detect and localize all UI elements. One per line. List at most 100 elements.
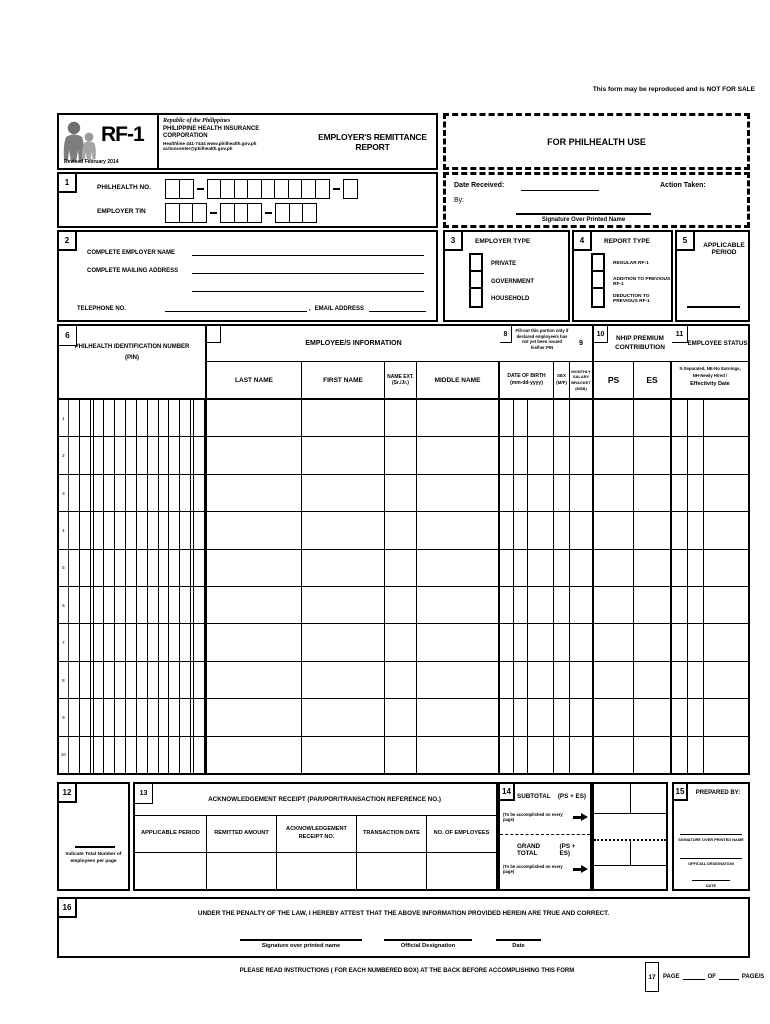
es-cell[interactable] [634, 624, 672, 661]
pin-digit-cell[interactable] [137, 736, 148, 774]
digit-cell[interactable] [178, 179, 194, 199]
dob-part-cell[interactable] [528, 587, 554, 624]
name-ext-cell[interactable] [385, 624, 417, 661]
pin-digit-cell[interactable] [104, 437, 116, 474]
pin-digit-cell[interactable] [115, 624, 127, 661]
page-number-blank[interactable] [682, 973, 705, 980]
pin-digit-cell[interactable] [180, 437, 192, 474]
pin-digit-cell[interactable] [159, 400, 170, 437]
pin-digit-cell[interactable] [169, 736, 181, 774]
prepared-date-line[interactable] [692, 880, 730, 881]
dob-part-cell[interactable] [514, 587, 528, 624]
digit-cell[interactable] [302, 203, 317, 223]
middle-name-cell[interactable] [417, 437, 500, 474]
pin-digit-cell[interactable] [80, 549, 91, 587]
pin-digit-cell[interactable] [80, 736, 91, 774]
receipt-cell[interactable] [277, 853, 357, 889]
pin-digit-cell[interactable] [126, 400, 137, 437]
middle-name-cell[interactable] [417, 512, 500, 549]
digit-cell[interactable] [247, 203, 262, 223]
name-ext-cell[interactable] [385, 437, 417, 474]
middle-name-cell[interactable] [417, 474, 500, 512]
pin-digit-cell[interactable] [159, 587, 170, 624]
dob-part-cell[interactable] [514, 437, 528, 474]
date-received-line[interactable] [521, 183, 599, 191]
dob-part-cell[interactable] [514, 736, 528, 774]
pin-digit-cell[interactable] [115, 661, 127, 699]
first-name-cell[interactable] [302, 400, 385, 437]
pin-digit-cell[interactable] [137, 549, 148, 587]
last-name-cell[interactable] [207, 587, 302, 624]
status-part-cell[interactable] [704, 400, 748, 436]
receipt-cell[interactable] [357, 853, 427, 889]
pin-digit-cell[interactable] [169, 699, 181, 736]
pin-digit-cell[interactable] [115, 587, 127, 624]
msb-cell[interactable] [570, 699, 594, 736]
ps-cell[interactable] [594, 661, 634, 699]
last-name-cell[interactable] [207, 624, 302, 661]
status-part-cell[interactable] [688, 512, 704, 549]
pin-digit-cell[interactable] [169, 474, 181, 512]
status-part-cell[interactable] [688, 549, 704, 587]
pin-digit-cell[interactable] [80, 624, 91, 661]
status-part-cell[interactable] [688, 400, 704, 437]
pin-digit-cell[interactable] [180, 512, 192, 549]
mailing-address-line[interactable] [192, 266, 424, 274]
pin-digit-cell[interactable] [115, 400, 127, 437]
pin-digit-cell[interactable] [126, 699, 137, 736]
dob-part-cell[interactable] [514, 661, 528, 699]
last-name-cell[interactable] [207, 736, 302, 774]
pin-digit-cell[interactable] [104, 400, 116, 437]
status-part-cell[interactable] [672, 512, 688, 549]
pin-digit-cell[interactable] [180, 736, 192, 774]
dob-part-cell[interactable] [528, 736, 554, 774]
dob-part-cell[interactable] [500, 474, 514, 512]
status-part-cell[interactable] [688, 699, 704, 736]
pin-digit-cell[interactable] [159, 512, 170, 549]
last-name-cell[interactable] [207, 512, 302, 549]
name-ext-cell[interactable] [385, 512, 417, 549]
pin-digit-cell[interactable] [148, 624, 159, 661]
name-ext-cell[interactable] [385, 474, 417, 512]
pin-digit-cell[interactable] [159, 549, 170, 587]
status-part-cell[interactable] [672, 587, 688, 624]
sex-cell[interactable] [554, 474, 570, 512]
dob-part-cell[interactable] [500, 699, 514, 736]
name-ext-cell[interactable] [385, 587, 417, 624]
pin-digit-cell[interactable] [80, 437, 91, 474]
status-part-cell[interactable] [672, 549, 688, 587]
status-part-cell[interactable] [688, 624, 704, 661]
dob-part-cell[interactable] [528, 699, 554, 736]
pin-digit-cell[interactable] [148, 549, 159, 587]
pin-digit-cell[interactable] [180, 699, 192, 736]
dob-part-cell[interactable] [528, 624, 554, 661]
first-name-cell[interactable] [302, 474, 385, 512]
name-ext-cell[interactable] [385, 400, 417, 437]
pin-digit-cell[interactable] [126, 624, 137, 661]
dob-part-cell[interactable] [514, 474, 528, 512]
es-cell[interactable] [634, 587, 672, 624]
by-signature-line[interactable] [516, 207, 651, 215]
pin-digit-cell[interactable] [137, 474, 148, 512]
pin-digit-cell[interactable] [104, 587, 116, 624]
pin-digit-cell[interactable] [159, 736, 170, 774]
digit-cell[interactable] [342, 179, 358, 199]
pin-digit-cell[interactable] [80, 474, 91, 512]
receipt-cell[interactable] [135, 853, 207, 889]
ps-cell[interactable] [594, 474, 634, 512]
status-part-cell[interactable] [688, 587, 704, 624]
first-name-cell[interactable] [302, 624, 385, 661]
first-name-cell[interactable] [302, 699, 385, 736]
status-part-cell[interactable] [672, 661, 688, 699]
pin-digit-cell[interactable] [126, 587, 137, 624]
dob-part-cell[interactable] [528, 437, 554, 474]
total-pages-blank[interactable] [718, 973, 739, 980]
pin-digit-cell[interactable] [69, 512, 80, 549]
pin-digit-cell[interactable] [115, 474, 127, 512]
es-cell[interactable] [634, 549, 672, 587]
pin-digit-cell[interactable] [148, 512, 159, 549]
status-part-cell[interactable] [672, 736, 688, 774]
checkbox[interactable] [591, 287, 605, 308]
pin-digit-cell[interactable] [126, 549, 137, 587]
pin-digit-cell[interactable] [94, 624, 105, 661]
